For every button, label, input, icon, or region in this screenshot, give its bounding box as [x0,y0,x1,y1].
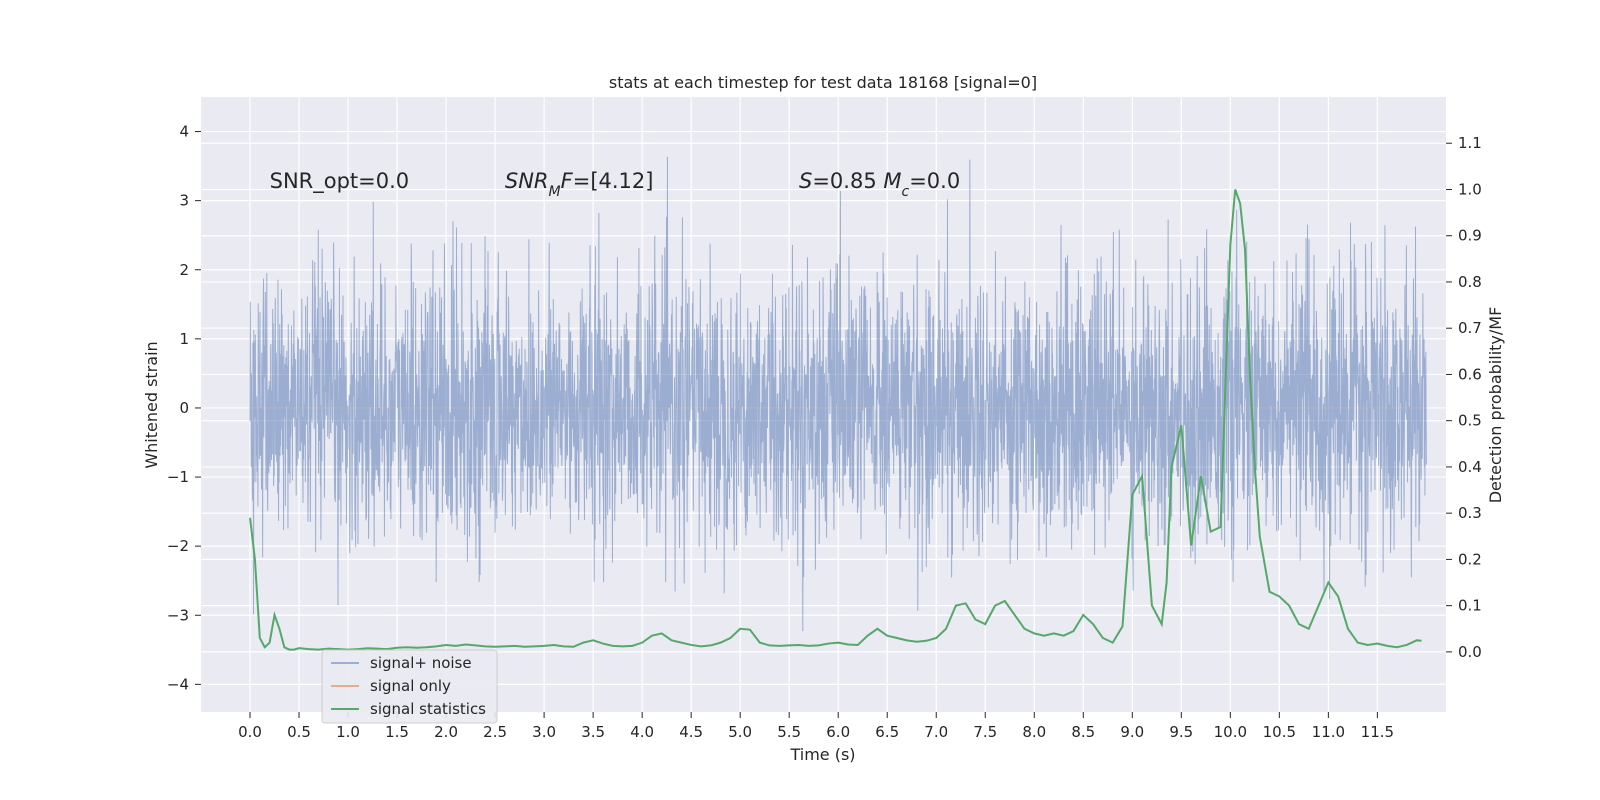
x-tick-label: 9.5 [1169,723,1193,741]
x-tick-label: 11.5 [1361,723,1394,741]
annotation-snr-mf: SNRMF=[4.12] [505,169,654,200]
annotation-part: SNR [505,169,549,193]
y2-axis-ticks: 0.0 0.1 0.2 0.3 0.4 0.5 0.6 0.7 0.8 0.9 1.0 1.1 [1446,134,1482,661]
x-tick-label: 11.0 [1312,723,1345,741]
legend-box [321,649,498,724]
x-tick-label: 7.5 [973,723,997,741]
legend-label-signal-only: signal only [370,677,451,695]
y-tick-label: 4 [179,123,189,141]
x-tick-label: 9.0 [1120,723,1144,741]
annotation-part: S [799,169,812,193]
chart-title: stats at each timestep for test data 181… [609,73,1037,92]
y-tick-label: −4 [167,675,189,693]
annotation-part: F [561,169,574,193]
y2-tick-label: 0.6 [1458,365,1482,383]
legend-label-signal-statistics: signal statistics [370,700,486,718]
x-tick-label: 7.0 [924,723,948,741]
series-signal-statistics-line [249,189,1422,651]
y-tick-label: −1 [167,468,189,486]
x-tick-label: 8.5 [1071,723,1095,741]
annotation-part: SNR_opt=0.0 [270,169,410,194]
x-tick-label: 4.5 [679,723,703,741]
y2-axis-label: Detection probability/MF [1486,307,1505,504]
signal-statistics-path [249,189,1422,651]
y-tick-label: −2 [167,537,189,555]
annotation-part: M [883,169,901,193]
y2-tick-label: 0.7 [1458,319,1482,337]
y-tick-label: 0 [179,399,189,417]
x-tick-label: 2.5 [483,723,507,741]
y-tick-label: 1 [179,330,189,348]
y2-tick-label: 0.9 [1458,227,1482,245]
legend-label-signal-noise: signal+ noise [370,654,472,672]
x-tick-label: 6.0 [826,723,850,741]
x-tick-label: 3.0 [532,723,556,741]
x-axis-label: Time (s) [789,745,855,764]
x-tick-label: 3.5 [581,723,605,741]
x-tick-label: 5.5 [777,723,801,741]
y-tick-label: 2 [179,261,189,279]
annotations: SNR_opt=0.0 SNRMF=[4.12] S=0.85 Mc=0.0 [270,169,961,200]
x-tick-label: 2.0 [434,723,458,741]
y-tick-label: −3 [167,606,189,624]
y2-tick-label: 0.2 [1458,550,1482,568]
x-tick-label: 10.5 [1263,723,1296,741]
annotation-part: =[4.12] [573,169,654,193]
annotation-part: c [901,184,909,200]
annotation-part: M [549,184,561,200]
annotation-stat-s: S=0.85 Mc=0.0 [799,169,960,200]
signal-noise-path [249,156,1427,632]
y2-tick-label: 0.8 [1458,273,1482,291]
y-axis-label: Whitened strain [142,341,161,468]
y2-tick-label: 0.0 [1458,643,1482,661]
x-tick-label: 1.0 [336,723,360,741]
x-tick-label: 10.0 [1214,723,1247,741]
x-tick-label: 4.0 [630,723,654,741]
y2-tick-label: 1.0 [1458,180,1482,198]
y-tick-label: 3 [179,192,189,210]
annotation-snr-opt: SNR_opt=0.0 [270,169,410,194]
y-axis-ticks: −4 −3 −2 −1 0 1 2 3 4 [167,123,201,693]
y2-tick-label: 0.1 [1458,597,1482,615]
grid-lines [201,97,1446,712]
annotation-part: =0.0 [909,169,960,193]
y2-tick-label: 0.4 [1458,458,1482,476]
annotation-part: =0.85 [812,169,883,193]
x-tick-label: 0.0 [238,723,262,741]
x-tick-label: 1.5 [385,723,409,741]
x-tick-label: 8.0 [1022,723,1046,741]
legend: signal+ noise signal only signal statist… [321,649,498,724]
x-axis-ticks: 0.0 0.5 1.0 1.5 2.0 2.5 3.0 3.5 4.0 4.5 5.0 5.5 6.0 6… [238,712,1394,741]
x-tick-label: 0.5 [287,723,311,741]
series-signal-noise-trace [249,156,1427,632]
y2-tick-label: 0.3 [1458,504,1482,522]
y2-tick-label: 0.5 [1458,412,1482,430]
y2-tick-label: 1.1 [1458,134,1482,152]
x-tick-label: 5.0 [728,723,752,741]
x-tick-label: 6.5 [875,723,899,741]
